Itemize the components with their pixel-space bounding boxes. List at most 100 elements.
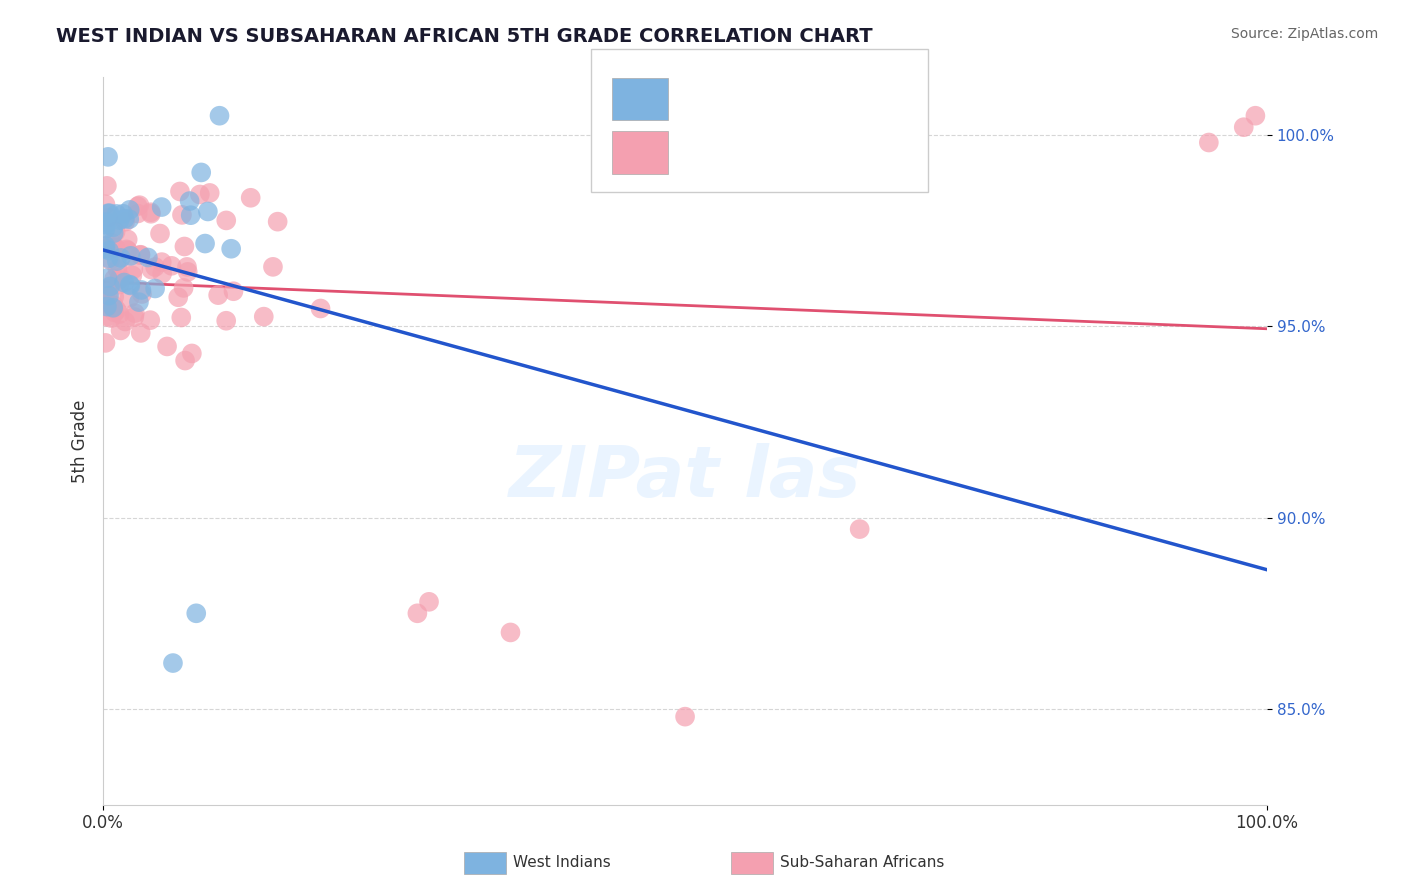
Point: [105, 303, 128, 318]
Point: [94, 222, 117, 236]
Point: [197, 204, 219, 219]
Point: [124, 310, 146, 324]
Point: [219, 242, 242, 256]
Point: [499, 625, 522, 640]
Point: [117, 232, 139, 246]
Point: [139, 313, 162, 327]
Point: [112, 276, 135, 290]
Point: [101, 301, 124, 315]
Point: [121, 268, 143, 283]
Point: [262, 260, 284, 274]
Text: Source: ZipAtlas.com: Source: ZipAtlas.com: [1230, 27, 1378, 41]
Point: [170, 208, 193, 222]
Text: ZIPat las: ZIPat las: [509, 443, 862, 512]
Point: [103, 290, 125, 304]
Point: [104, 241, 127, 255]
Point: [108, 213, 131, 227]
Point: [118, 277, 141, 292]
Point: [104, 225, 127, 239]
Point: [94, 242, 117, 256]
Point: [94, 285, 117, 300]
Point: [94, 215, 117, 229]
Point: [96, 300, 118, 314]
Point: [129, 248, 152, 262]
Point: [94, 238, 117, 252]
Point: [188, 187, 211, 202]
Text: Sub-Saharan Africans: Sub-Saharan Africans: [780, 855, 945, 870]
Text: R = 0.236   N = 85: R = 0.236 N = 85: [679, 132, 849, 150]
Point: [98, 279, 121, 293]
Point: [114, 314, 136, 328]
Point: [108, 277, 131, 292]
Point: [128, 295, 150, 310]
Point: [174, 353, 197, 368]
Point: [103, 299, 125, 313]
Point: [96, 271, 118, 285]
Point: [143, 260, 166, 274]
Point: [118, 291, 141, 305]
Point: [120, 278, 142, 293]
Point: [1244, 109, 1267, 123]
Text: R = 0.368   N = 43: R = 0.368 N = 43: [679, 78, 849, 96]
Point: [198, 186, 221, 200]
Point: [150, 200, 173, 214]
Point: [207, 288, 229, 302]
Point: [253, 310, 276, 324]
Point: [143, 281, 166, 295]
Point: [103, 240, 125, 254]
Point: [97, 150, 120, 164]
Point: [180, 208, 202, 222]
Point: [94, 218, 117, 232]
Point: [117, 244, 139, 258]
Point: [94, 239, 117, 253]
Point: [150, 255, 173, 269]
Point: [176, 260, 198, 274]
Point: [222, 284, 245, 298]
Text: WEST INDIAN VS SUBSAHARAN AFRICAN 5TH GRADE CORRELATION CHART: WEST INDIAN VS SUBSAHARAN AFRICAN 5TH GR…: [56, 27, 873, 45]
Point: [100, 235, 122, 250]
Point: [100, 311, 122, 326]
Point: [124, 306, 146, 320]
Point: [170, 310, 193, 325]
Point: [673, 709, 696, 723]
Point: [94, 335, 117, 350]
Point: [129, 248, 152, 262]
Point: [96, 178, 118, 193]
Point: [94, 197, 117, 211]
Point: [418, 595, 440, 609]
Point: [105, 254, 128, 268]
Point: [156, 339, 179, 353]
Point: [180, 346, 202, 360]
Point: [131, 287, 153, 301]
Point: [115, 243, 138, 257]
Point: [114, 215, 136, 229]
Text: West Indians: West Indians: [513, 855, 612, 870]
Point: [97, 252, 120, 266]
Point: [309, 301, 332, 316]
Point: [406, 607, 429, 621]
Point: [1233, 120, 1256, 135]
Point: [173, 239, 195, 253]
Point: [160, 259, 183, 273]
Point: [136, 251, 159, 265]
Point: [167, 290, 190, 304]
Point: [129, 326, 152, 340]
Point: [101, 220, 124, 235]
Point: [162, 656, 184, 670]
Point: [110, 323, 132, 337]
Point: [150, 267, 173, 281]
Point: [103, 271, 125, 285]
Point: [110, 251, 132, 265]
Point: [94, 242, 117, 256]
Point: [108, 270, 131, 285]
Point: [141, 262, 163, 277]
Point: [118, 212, 141, 227]
Point: [128, 198, 150, 212]
Point: [97, 289, 120, 303]
Point: [122, 262, 145, 277]
Point: [98, 244, 121, 258]
Point: [105, 207, 128, 221]
Point: [139, 205, 162, 219]
Point: [208, 109, 231, 123]
Point: [96, 310, 118, 324]
